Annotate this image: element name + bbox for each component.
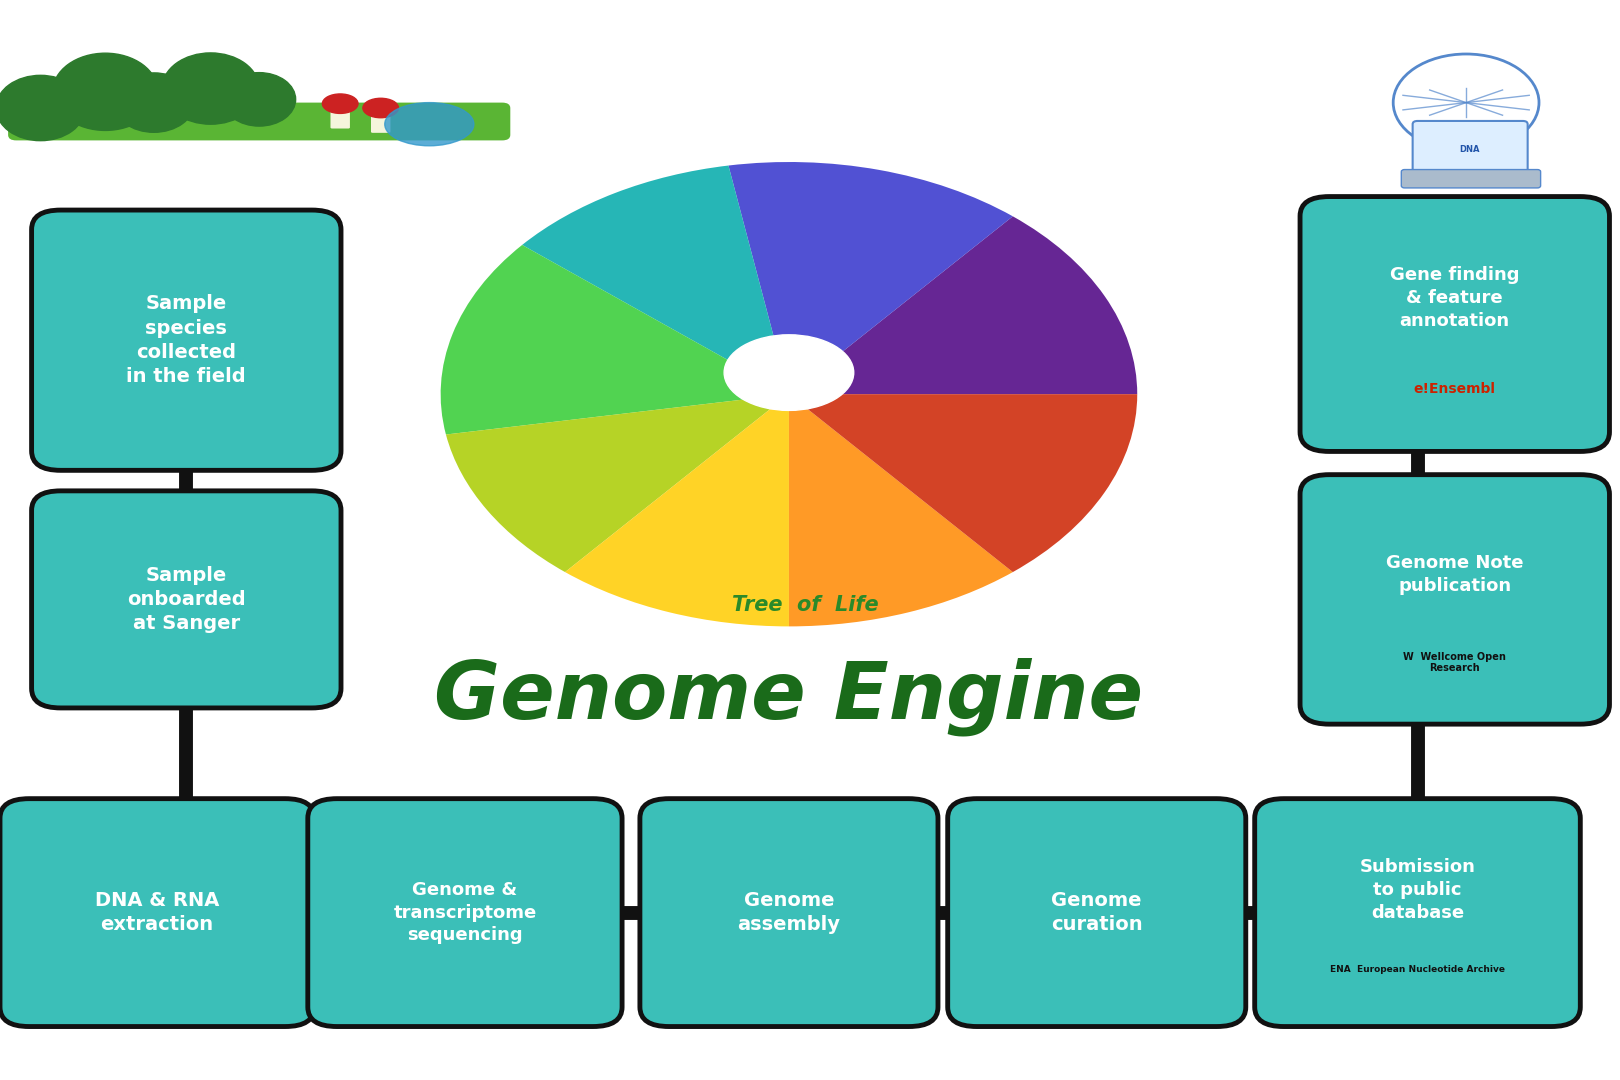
Text: ENA  European Nucleotide Archive: ENA European Nucleotide Archive — [1330, 964, 1505, 974]
FancyBboxPatch shape — [330, 103, 350, 129]
Ellipse shape — [363, 98, 399, 118]
FancyBboxPatch shape — [8, 103, 510, 140]
Text: DNA: DNA — [1460, 145, 1479, 153]
FancyBboxPatch shape — [308, 798, 622, 1026]
Wedge shape — [441, 245, 789, 434]
Wedge shape — [565, 394, 789, 626]
Ellipse shape — [322, 94, 358, 113]
Text: Sample
onboarded
at Sanger: Sample onboarded at Sanger — [126, 566, 246, 633]
Text: W  Wellcome Open
Research: W Wellcome Open Research — [1403, 651, 1507, 674]
Text: Genome &
transcriptome
sequencing: Genome & transcriptome sequencing — [394, 880, 536, 945]
Ellipse shape — [724, 335, 854, 410]
Ellipse shape — [52, 53, 157, 131]
FancyBboxPatch shape — [948, 798, 1246, 1026]
Text: Genome Engine: Genome Engine — [434, 658, 1144, 735]
Wedge shape — [789, 216, 1137, 394]
Text: e!Ensembl: e!Ensembl — [1414, 382, 1495, 395]
Ellipse shape — [113, 72, 194, 133]
FancyBboxPatch shape — [1299, 475, 1610, 724]
Text: Tree  of  Life: Tree of Life — [732, 595, 878, 615]
Ellipse shape — [222, 72, 295, 126]
Text: Sample
species
collected
in the field: Sample species collected in the field — [126, 295, 246, 386]
Wedge shape — [729, 162, 1012, 394]
Text: Genome
assembly: Genome assembly — [737, 891, 841, 934]
Ellipse shape — [386, 103, 473, 146]
FancyBboxPatch shape — [1413, 121, 1528, 176]
FancyBboxPatch shape — [640, 798, 938, 1026]
FancyBboxPatch shape — [1299, 197, 1610, 451]
FancyBboxPatch shape — [32, 210, 342, 471]
Wedge shape — [522, 165, 789, 394]
Text: Gene finding
& feature
annotation: Gene finding & feature annotation — [1390, 266, 1520, 330]
FancyBboxPatch shape — [371, 107, 390, 133]
Text: Genome Note
publication: Genome Note publication — [1387, 554, 1523, 595]
Wedge shape — [789, 394, 1137, 572]
FancyBboxPatch shape — [32, 490, 342, 708]
Ellipse shape — [0, 76, 84, 140]
Wedge shape — [446, 394, 789, 572]
Ellipse shape — [162, 53, 259, 124]
Text: Submission
to public
database: Submission to public database — [1359, 858, 1476, 922]
Wedge shape — [789, 394, 1012, 626]
Text: DNA & RNA
extraction: DNA & RNA extraction — [96, 891, 219, 934]
Text: Genome
curation: Genome curation — [1051, 891, 1142, 934]
FancyBboxPatch shape — [0, 798, 314, 1026]
FancyBboxPatch shape — [1401, 170, 1541, 188]
FancyBboxPatch shape — [1254, 798, 1580, 1026]
